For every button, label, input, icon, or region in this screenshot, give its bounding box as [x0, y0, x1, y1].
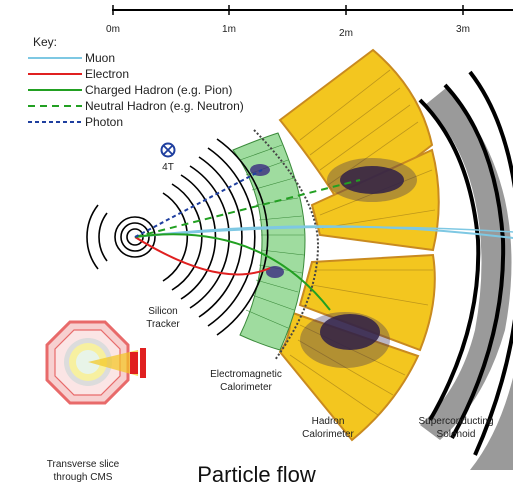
electron-track [134, 236, 271, 276]
energy-deposits [250, 158, 417, 368]
muon-track [134, 225, 513, 239]
solenoid-label-line1: Superconducting [418, 416, 493, 427]
legend-title: Key: [33, 35, 57, 49]
neutral-hadron-track [134, 179, 361, 238]
legend-label-neutral-hadron: Neutral Hadron (e.g. Neutron) [85, 99, 244, 113]
scale-tick-0: 0m [106, 24, 120, 35]
tracker-label-line2: Tracker [146, 319, 180, 330]
hadron-calorimeter [278, 48, 440, 442]
field-strength-label: 4T [162, 162, 174, 173]
legend-label-charged-hadron: Charged Hadron (e.g. Pion) [85, 83, 232, 97]
legend-label-photon: Photon [85, 115, 123, 129]
legend-label-muon: Muon [85, 51, 115, 65]
solenoid-label-line2: Solenoid [437, 429, 476, 440]
scale-tick-1: 1m [222, 24, 236, 35]
transverse-slice-inset: Transverse slice through CMS [45, 320, 146, 483]
silicon-tracker [86, 138, 269, 336]
hcal-label-line1: Hadron [312, 416, 345, 427]
ecal-label-line2: Calorimeter [220, 382, 272, 393]
magnetic-field-icon: 4T [160, 142, 176, 173]
charged-hadron-track [134, 233, 331, 311]
muon-track-2 [134, 226, 513, 238]
scale-tick-2: 2m [339, 28, 353, 39]
legend: Key: Muon Electron Charged Hadron (e.g. … [28, 35, 244, 129]
figure-caption: Particle flow [197, 462, 316, 487]
solenoid [418, 60, 513, 470]
inset-label-line2: through CMS [54, 472, 113, 483]
scale-tick-3: 3m [456, 24, 470, 35]
legend-label-electron: Electron [85, 67, 129, 81]
inset-label-line1: Transverse slice [47, 459, 120, 470]
scale-bar: 0m 1m 2m 3m [106, 5, 513, 39]
tracker-label-line1: Silicon [148, 306, 177, 317]
particle-tracks [134, 169, 513, 311]
photon-track [134, 169, 263, 238]
detector-labels: Silicon Tracker Electromagnetic Calorime… [146, 306, 493, 440]
hcal-label-line2: Calorimeter [302, 429, 354, 440]
ecal-label-line1: Electromagnetic [210, 369, 282, 380]
